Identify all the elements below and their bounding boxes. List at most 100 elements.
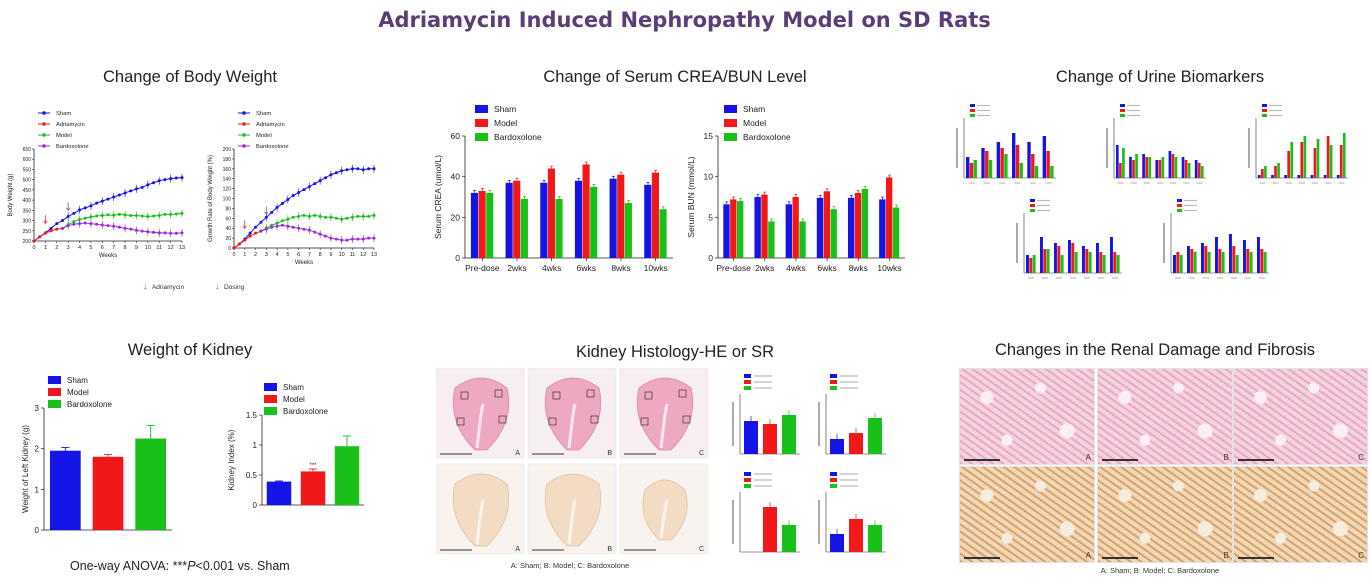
legend-label: Bardoxolone bbox=[256, 144, 289, 150]
bar bbox=[1218, 249, 1222, 273]
legend-marker bbox=[42, 144, 46, 148]
bar bbox=[1060, 255, 1064, 273]
data-point bbox=[259, 220, 263, 224]
bar bbox=[1329, 145, 1333, 178]
legend-swatch bbox=[1177, 209, 1182, 212]
x-tick-label: 7 bbox=[308, 252, 311, 258]
legend-label: Bardoxolone bbox=[56, 144, 89, 150]
data-point bbox=[117, 193, 121, 197]
bar bbox=[730, 199, 737, 258]
region-marker bbox=[494, 389, 503, 398]
data-point bbox=[112, 224, 116, 228]
data-point bbox=[157, 179, 161, 183]
y-tick-label: 1 bbox=[35, 485, 40, 494]
legend-swatch bbox=[48, 388, 61, 396]
data-point bbox=[129, 213, 133, 217]
data-point bbox=[356, 237, 360, 241]
data-point bbox=[280, 223, 284, 227]
bar bbox=[505, 182, 513, 258]
x-tick-label: 12 bbox=[360, 252, 366, 258]
anova-note: One-way ANOVA: ***P<0.001 vs. Sham bbox=[70, 559, 290, 573]
section-title-body-weight: Change of Body Weight bbox=[103, 68, 277, 86]
bar bbox=[555, 199, 563, 258]
data-point bbox=[123, 226, 127, 230]
bar bbox=[1096, 243, 1099, 273]
y-tick-label: 160 bbox=[223, 167, 232, 173]
y-axis-label: Growth Rate of Body Weight (%) bbox=[208, 155, 214, 242]
bar bbox=[1174, 157, 1178, 178]
bar bbox=[1310, 175, 1314, 178]
bar bbox=[996, 142, 1001, 178]
legend-swatch bbox=[744, 484, 751, 488]
bar bbox=[1201, 243, 1204, 273]
legend-swatch bbox=[1177, 204, 1182, 207]
adriamycin-arrow-icon bbox=[242, 220, 247, 230]
legend-swatch bbox=[744, 380, 751, 384]
kidney-weight-chart: 0 1 2 3 Weight of Left Kidney (g) Sham Model Ba… bbox=[21, 376, 172, 535]
series-line bbox=[233, 168, 374, 249]
x-tick-label: 2 bbox=[55, 245, 58, 251]
bar bbox=[1132, 160, 1135, 178]
bar bbox=[879, 199, 886, 258]
legend-swatch bbox=[1262, 114, 1267, 117]
y-tick-label: 200 bbox=[223, 147, 232, 153]
bar bbox=[644, 184, 652, 258]
data-point bbox=[248, 234, 252, 238]
bar bbox=[1088, 252, 1092, 273]
bar bbox=[1287, 151, 1290, 178]
bar bbox=[478, 190, 486, 258]
x-tick-label: 6wks bbox=[577, 263, 596, 273]
region-marker bbox=[456, 417, 465, 426]
data-point bbox=[117, 225, 121, 229]
bar bbox=[1187, 246, 1190, 273]
legend-swatch bbox=[744, 386, 751, 390]
kidney-index-chart: 0 0.5 1 1.5 Kidney Index (%) *** Sham Model Bard… bbox=[227, 383, 364, 510]
bar bbox=[988, 160, 993, 178]
bar bbox=[985, 151, 989, 178]
x-tick-label: 4wks bbox=[786, 263, 805, 273]
legend-label: Sham bbox=[56, 111, 71, 117]
legend-swatch bbox=[830, 472, 837, 476]
legend-swatch bbox=[830, 386, 837, 390]
data-point bbox=[152, 214, 156, 218]
legend-swatch bbox=[744, 472, 751, 476]
x-tick-label: 1 bbox=[243, 252, 246, 258]
bar bbox=[1249, 252, 1253, 273]
legend-swatch bbox=[724, 133, 737, 141]
data-point bbox=[180, 176, 184, 180]
dosing-arrow-icon bbox=[66, 202, 71, 212]
data-point bbox=[350, 167, 354, 171]
histology-quant-chart-3 bbox=[732, 472, 800, 553]
y-tick-label: 0 bbox=[708, 253, 713, 263]
data-point bbox=[66, 214, 70, 218]
data-point bbox=[307, 228, 311, 232]
data-point bbox=[78, 222, 82, 226]
scale-bar bbox=[1238, 459, 1274, 461]
legend-label: Model bbox=[283, 395, 305, 404]
adriamycin-arrow-icon bbox=[43, 215, 48, 225]
scale-bar bbox=[964, 459, 1000, 461]
legend-swatch bbox=[830, 478, 837, 482]
bar bbox=[1019, 163, 1023, 178]
x-tick-label: 9 bbox=[329, 252, 332, 258]
data-point bbox=[334, 237, 338, 241]
series-line bbox=[62, 222, 183, 234]
data-point bbox=[89, 215, 93, 219]
legend-label: Sham bbox=[256, 111, 271, 117]
kidney-histology-grid: A B C A B C bbox=[436, 368, 709, 554]
series-line bbox=[260, 224, 374, 241]
bar bbox=[1148, 157, 1152, 178]
data-point bbox=[89, 222, 93, 226]
panel-letter-label: B bbox=[1223, 551, 1229, 560]
data-point bbox=[334, 171, 338, 175]
bar bbox=[1200, 166, 1204, 178]
y-tick-label: 140 bbox=[223, 177, 232, 183]
data-point bbox=[286, 217, 290, 221]
bar bbox=[1303, 136, 1307, 178]
bar bbox=[520, 199, 528, 258]
data-point bbox=[297, 226, 301, 230]
bar bbox=[1190, 249, 1194, 273]
y-tick-label: 60 bbox=[225, 216, 231, 222]
x-tick-label: 4 bbox=[276, 252, 279, 258]
y-tick-label: 80 bbox=[225, 206, 231, 212]
